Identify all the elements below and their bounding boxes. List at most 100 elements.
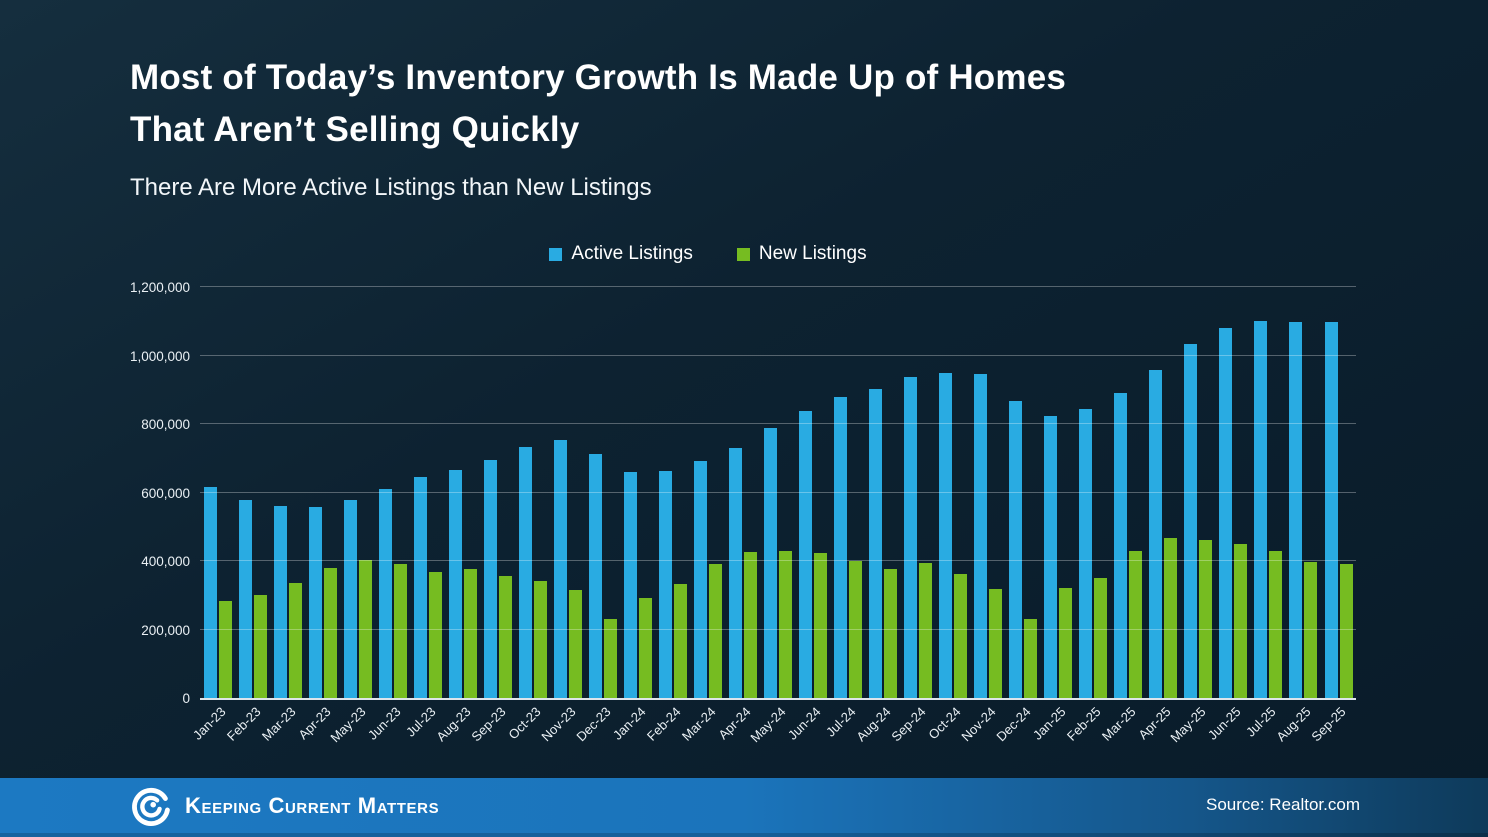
x-axis-labels: Jan-23 Feb-23 Mar-23 Apr-23 May-23 Jun-23 Jul-…	[189, 704, 1350, 746]
bar-group-Jul-23	[410, 287, 445, 698]
gridline-1,000,000	[200, 354, 1356, 356]
gridline-1,200,000	[200, 286, 1356, 287]
bar-group-Jun-23	[375, 287, 410, 698]
new-listings-bar-Dec-24	[1024, 618, 1038, 698]
new-listings-bar-Aug-24	[884, 568, 898, 698]
bar-group-Oct-23	[515, 287, 550, 698]
bar-group-May-25	[1181, 287, 1216, 698]
y-tick-label: 800,000	[141, 417, 190, 433]
active-listings-swatch-icon	[549, 247, 563, 261]
bar-group-Feb-23	[235, 287, 270, 698]
kcm-logo-icon	[132, 787, 170, 826]
y-tick-label: 0	[182, 691, 190, 706]
active-listings-bar-Jul-25	[1254, 321, 1268, 698]
gridline-200,000	[200, 628, 1356, 630]
active-listings-bar-Aug-25	[1289, 322, 1303, 698]
active-listings-bar-May-23	[343, 500, 357, 698]
active-listings-bar-Jan-23	[203, 487, 217, 698]
new-listings-bar-Apr-24	[743, 552, 757, 698]
active-listings-bar-Nov-23	[553, 440, 567, 698]
new-listings-bar-Feb-23	[253, 595, 267, 698]
page-title-line1: Most of Today’s Inventory Growth Is Made…	[130, 58, 1067, 97]
bar-group-Nov-23	[550, 287, 585, 698]
active-listings-bar-Feb-25	[1079, 408, 1093, 698]
source-attribution: Source: Realtor.com	[1205, 795, 1360, 814]
active-listings-bar-Jun-23	[378, 488, 392, 698]
active-listings-bar-Sep-24	[904, 377, 918, 698]
bar-group-Mar-23	[270, 287, 305, 698]
bar-group-Sep-23	[480, 287, 515, 698]
footer-bar: Keeping Current Matters Source: Realtor.…	[0, 778, 1488, 837]
legend-label-active-listings: Active Listings	[571, 243, 693, 264]
active-listings-bar-Jan-25	[1044, 415, 1058, 698]
new-listings-bar-Jan-24	[638, 598, 652, 698]
new-listings-bar-Aug-25	[1304, 562, 1318, 698]
bar-group-Jan-24	[620, 287, 655, 698]
bar-group-Feb-25	[1076, 287, 1111, 698]
new-listings-bar-Nov-23	[568, 590, 582, 698]
new-listings-bar-Mar-25	[1129, 550, 1143, 698]
active-listings-bar-Mar-25	[1114, 393, 1128, 698]
active-listings-bar-Feb-24	[658, 471, 672, 698]
new-listings-bar-Aug-23	[463, 568, 477, 698]
new-listings-bar-Jun-23	[393, 563, 407, 698]
new-listings-bar-Apr-25	[1164, 537, 1178, 698]
chart-legend: Active Listings New Listings	[0, 243, 1416, 265]
plot-area	[200, 286, 1356, 700]
bar-group-Feb-24	[655, 287, 690, 698]
y-axis-labels: 0 200,000 400,000 600,000 800,000 1,000,000 1,…	[0, 280, 190, 706]
new-listings-bar-Sep-24	[919, 563, 933, 698]
bar-group-Jun-24	[796, 287, 831, 698]
new-listings-bar-Jan-25	[1059, 588, 1073, 698]
y-tick-label: 1,000,000	[129, 348, 190, 364]
page-title-line2: That Aren’t Selling Quickly	[130, 110, 580, 149]
bar-group-Aug-23	[445, 287, 480, 698]
active-listings-bar-Jul-24	[834, 397, 848, 698]
active-listings-bar-Apr-25	[1149, 369, 1163, 698]
active-listings-bar-May-24	[764, 428, 778, 698]
gridline-600,000	[200, 491, 1356, 493]
bar-group-Mar-24	[690, 287, 725, 698]
bar-group-Apr-25	[1146, 287, 1181, 698]
new-listings-bar-May-23	[358, 559, 372, 698]
y-tick-label: 200,000	[141, 622, 190, 638]
new-listings-bar-Feb-24	[673, 584, 687, 698]
bar-series-container	[200, 287, 1356, 698]
new-listings-bar-May-25	[1199, 540, 1213, 698]
new-listings-bar-May-24	[779, 550, 793, 698]
new-listings-bar-Jun-24	[814, 553, 828, 698]
bar-group-May-24	[761, 287, 796, 698]
active-listings-bar-Sep-23	[483, 460, 497, 698]
page-subtitle: There Are More Active Listings than New …	[130, 174, 652, 201]
bar-group-Jan-25	[1041, 287, 1076, 698]
bar-group-Jul-25	[1251, 287, 1286, 698]
active-listings-bar-Apr-24	[728, 448, 742, 698]
new-listings-bar-Mar-24	[708, 564, 722, 698]
new-listings-bar-Jul-23	[428, 571, 442, 698]
active-listings-bar-Jul-23	[413, 477, 427, 698]
active-listings-bar-Jan-24	[623, 471, 637, 698]
bar-group-Dec-24	[1006, 287, 1041, 698]
new-listings-bar-Oct-24	[954, 574, 968, 698]
active-listings-bar-Mar-24	[693, 461, 707, 698]
active-listings-bar-Nov-24	[974, 374, 988, 698]
active-listings-bar-Jun-25	[1219, 328, 1233, 698]
active-listings-bar-Mar-23	[273, 506, 287, 698]
active-listings-bar-Jun-24	[799, 411, 813, 698]
bar-group-Mar-25	[1111, 287, 1146, 698]
y-tick-label: 400,000	[141, 554, 190, 570]
legend-item-new-listings: New Listings	[736, 243, 867, 265]
new-listings-swatch-icon	[736, 247, 750, 261]
active-listings-bar-Aug-24	[869, 388, 883, 698]
bar-group-Sep-25	[1321, 287, 1356, 698]
new-listings-bar-Feb-25	[1094, 577, 1108, 698]
bar-group-Apr-24	[725, 287, 760, 698]
gridline-800,000	[200, 423, 1356, 425]
y-tick-label: 600,000	[141, 485, 190, 501]
bar-group-May-23	[340, 287, 375, 698]
bar-group-Jan-23	[200, 287, 235, 698]
bar-group-Aug-25	[1286, 287, 1321, 698]
active-listings-bar-Aug-23	[448, 469, 462, 698]
active-listings-bar-Feb-23	[238, 500, 252, 698]
bar-group-Dec-23	[585, 287, 620, 698]
